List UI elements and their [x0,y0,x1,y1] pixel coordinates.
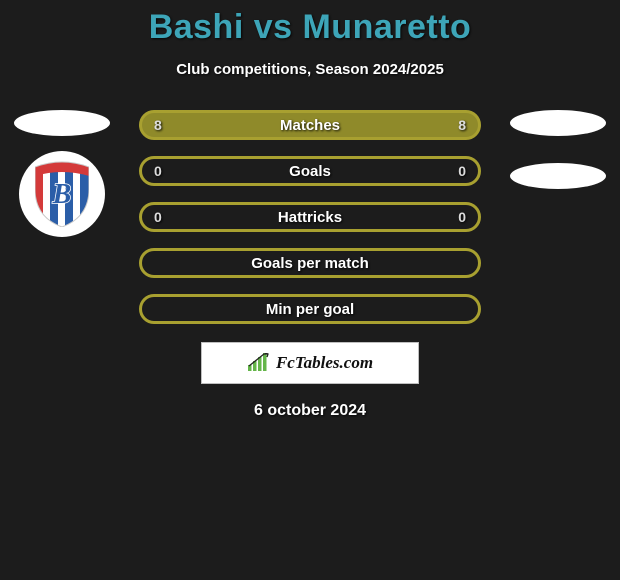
team-badge-left: B [19,151,105,237]
stat-label: Goals [289,163,331,180]
stat-bar-goals: 0 Goals 0 [139,156,481,186]
right-team-column [510,110,606,189]
subtitle: Club competitions, Season 2024/2025 [176,61,444,78]
shield-icon: B [35,161,89,227]
stat-right-value: 8 [458,117,466,133]
stat-label: Hattricks [278,209,342,226]
team-ellipse-right-2 [510,163,606,189]
brand-logo[interactable]: FcTables.com [201,342,419,384]
team-ellipse-left [14,110,110,136]
stat-left-value: 0 [154,163,162,179]
page-title: Bashi vs Munaretto [149,8,472,47]
stat-left-value: 0 [154,209,162,225]
stats-section: B 8 Matches 8 0 Goals 0 [0,110,620,324]
left-team-column: B [14,110,110,237]
stat-bar-hattricks: 0 Hattricks 0 [139,202,481,232]
stat-label: Min per goal [266,301,354,318]
stat-label: Goals per match [251,255,369,272]
stat-bar-matches: 8 Matches 8 [139,110,481,140]
stat-bar-min-per-goal: Min per goal [139,294,481,324]
stat-bars: 8 Matches 8 0 Goals 0 0 Hattricks 0 Goal… [139,110,481,324]
stat-label: Matches [280,117,340,134]
svg-text:B: B [52,179,72,210]
stat-right-value: 0 [458,209,466,225]
stat-left-value: 8 [154,117,162,133]
brand-text: FcTables.com [276,353,373,373]
bar-chart-icon [247,353,271,373]
stat-bar-goals-per-match: Goals per match [139,248,481,278]
team-ellipse-right-1 [510,110,606,136]
date-text: 6 october 2024 [254,402,366,420]
stat-right-value: 0 [458,163,466,179]
